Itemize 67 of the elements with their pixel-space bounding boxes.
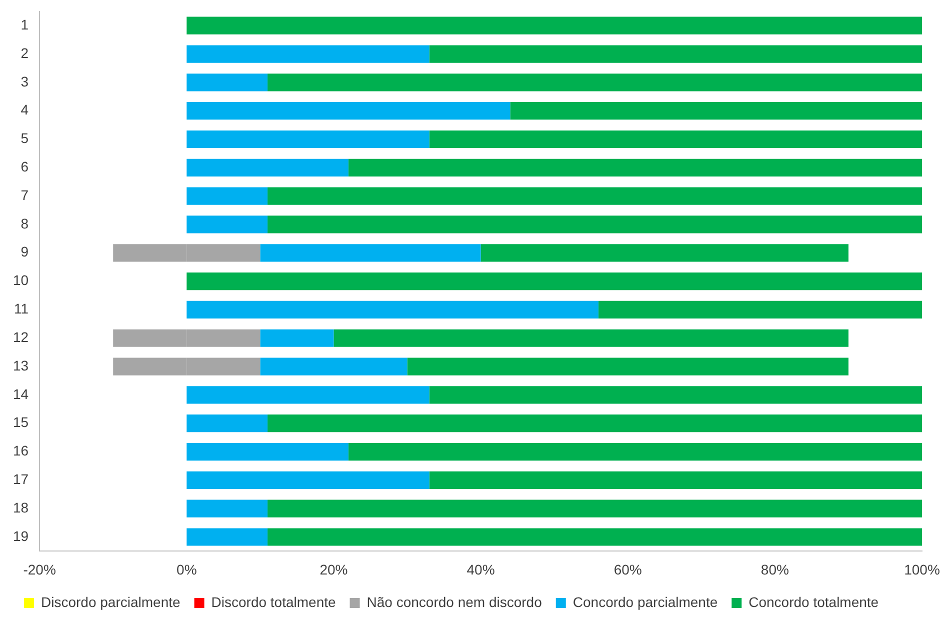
x-tick-label: -20% <box>23 561 56 578</box>
bar <box>186 102 510 120</box>
legend-label: Concordo totalmente <box>748 594 879 610</box>
legend-label: Discordo parcialmente <box>41 594 180 610</box>
legend-label: Não concordo nem discordo <box>366 594 542 610</box>
bar <box>186 16 922 34</box>
bar <box>348 442 922 461</box>
bar <box>598 300 922 319</box>
y-tick-label: 8 <box>20 215 29 232</box>
y-tick-label: 3 <box>20 73 29 90</box>
y-tick-label: 18 <box>12 499 29 516</box>
bar <box>268 74 922 92</box>
y-tick-label: 4 <box>20 102 29 118</box>
x-tick-label: 0% <box>176 561 197 578</box>
bar <box>268 187 922 205</box>
bar <box>186 216 268 234</box>
y-tick-label: 9 <box>20 244 29 260</box>
bar <box>186 187 268 205</box>
bar <box>429 471 922 489</box>
y-tick-label: 13 <box>12 357 29 374</box>
bar <box>429 386 922 404</box>
legend-label: Discordo totalmente <box>211 594 336 610</box>
bar <box>186 471 430 489</box>
bar <box>186 414 268 432</box>
y-tick-label: 17 <box>12 471 29 488</box>
bar <box>260 244 481 262</box>
y-tick-label: 19 <box>12 528 29 544</box>
bar <box>268 216 922 234</box>
bar <box>186 45 430 63</box>
y-tick-label: 12 <box>12 328 29 345</box>
bar <box>186 528 268 546</box>
bar <box>186 74 268 92</box>
bar <box>348 158 922 176</box>
bar <box>268 414 922 432</box>
bar <box>186 272 922 290</box>
bar <box>334 329 848 347</box>
bar <box>268 500 922 518</box>
y-tick-label: 10 <box>12 272 29 288</box>
bar <box>260 329 334 347</box>
bar <box>407 358 848 376</box>
bar <box>429 45 922 63</box>
y-tick-label: 5 <box>20 130 29 146</box>
bar <box>186 442 348 461</box>
bar <box>186 158 348 176</box>
bar <box>186 386 430 404</box>
bar <box>186 300 598 319</box>
y-tick-label: 7 <box>20 186 29 203</box>
y-tick-label: 2 <box>20 44 29 61</box>
y-tick-label: 14 <box>12 386 29 402</box>
y-tick-label: 16 <box>12 442 29 459</box>
bar <box>480 244 848 262</box>
bar <box>186 500 268 518</box>
x-tick-label: 20% <box>320 561 348 578</box>
y-tick-label: 11 <box>14 300 29 317</box>
y-tick-label: 1 <box>20 16 29 32</box>
bar <box>429 130 922 148</box>
x-tick-label: 40% <box>466 561 495 578</box>
bar <box>268 528 922 546</box>
x-tick-label: 60% <box>614 561 642 578</box>
legend-label: Concordo parcialmente <box>572 594 718 610</box>
x-tick-label: 80% <box>760 561 789 578</box>
y-tick-label: 15 <box>12 414 29 430</box>
y-tick-label: 6 <box>20 158 29 175</box>
x-tick-label: 100% <box>904 561 940 578</box>
bar <box>260 358 408 376</box>
bar <box>186 130 430 148</box>
bar <box>510 102 922 120</box>
